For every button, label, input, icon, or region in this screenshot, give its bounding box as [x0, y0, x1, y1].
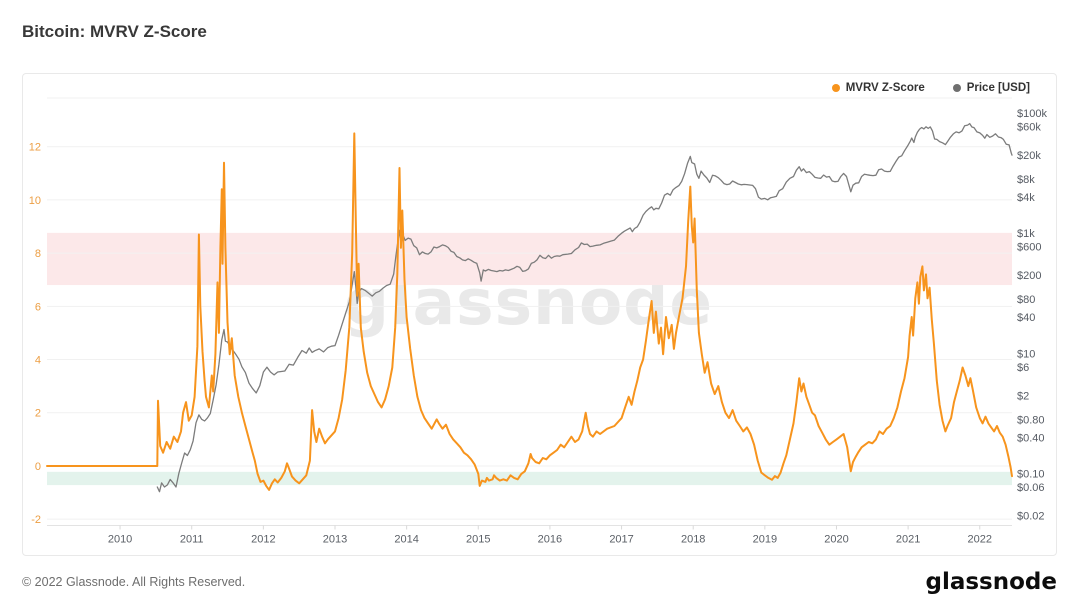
x-axis-tick-label: 2013: [323, 534, 347, 546]
x-axis-tick-label: 2011: [180, 534, 204, 546]
right-axis-tick-label: $600: [1017, 242, 1041, 254]
left-axis-tick-label: 10: [29, 195, 41, 207]
left-axis-tick-label: 12: [29, 142, 41, 154]
right-axis-tick-label: $60k: [1017, 121, 1041, 133]
x-axis-tick-label: 2014: [394, 534, 418, 546]
right-axis-tick-label: $200: [1017, 270, 1041, 282]
price-usd-dot-icon: [952, 84, 961, 92]
glassnode-logo: glassnode: [925, 569, 1058, 595]
chart-legend: MVRV Z-Score Price [USD]: [0, 82, 1030, 94]
bands-layer: [47, 232, 1012, 486]
right-axis-tick-label: $0.80: [1017, 414, 1045, 426]
series-line-price-usd-: [156, 122, 1013, 493]
legend-item-mvrv-zscore[interactable]: MVRV Z-Score: [831, 82, 925, 94]
right-axis-tick-label: $4k: [1017, 192, 1035, 204]
left-axis-tick-label: 0: [35, 461, 41, 473]
x-axis-tick-label: 2021: [896, 534, 920, 546]
copyright-text: © 2022 Glassnode. All Rights Reserved.: [22, 575, 246, 589]
x-axis-tick-label: 2019: [753, 534, 777, 546]
right-axis-tick-label: $0.02: [1017, 511, 1045, 523]
left-axis-tick-label: 8: [35, 248, 41, 260]
legend-label-price-usd: Price [USD]: [966, 82, 1030, 94]
right-axis-tick-label: $0.06: [1017, 482, 1045, 494]
right-axis-tick-label: $20k: [1017, 150, 1041, 162]
x-axis-tick-label: 2018: [681, 534, 705, 546]
mvrv-zscore-dot-icon: [831, 84, 840, 92]
x-axis-tick-label: 2017: [609, 534, 633, 546]
right-axis-tick-label: $80: [1017, 294, 1035, 306]
x-axis-tick-label: 2012: [251, 534, 275, 546]
left-axis-tick-label: 2: [35, 408, 41, 420]
right-axis-tick-label: $8k: [1017, 174, 1035, 186]
axes-layer: 12 10 8 6 4 2 0 -2 $100k$60k $20k $8k $4k $1k $600 $20…: [29, 108, 1048, 545]
right-axis-tick-label: $1k: [1017, 228, 1035, 240]
series-line-mvrv-z-score: [46, 132, 1013, 491]
right-axis-tick-label: $6: [1017, 362, 1029, 374]
right-axis-tick-label: $10: [1017, 348, 1035, 360]
right-axis-tick-label: $2: [1017, 390, 1029, 402]
right-axis-tick-label: $100k: [1017, 108, 1047, 120]
x-axis-tick-label: 2015: [466, 534, 490, 546]
right-axis-tick-label: $40: [1017, 312, 1035, 324]
page-title: Bitcoin: MVRV Z-Score: [22, 22, 207, 41]
right-axis-tick-label: $0.40: [1017, 432, 1045, 444]
x-axis-tick-label: 2010: [108, 534, 132, 546]
x-axis-tick-label: 2016: [538, 534, 562, 546]
left-axis-tick-label: -2: [31, 514, 41, 526]
left-axis-tick-label: 6: [35, 301, 41, 313]
left-axis-tick-label: 4: [35, 355, 41, 367]
right-axis-tick-label: $0.10: [1017, 469, 1045, 481]
legend-item-price-usd[interactable]: Price [USD]: [952, 82, 1030, 94]
undervalued-band: [47, 471, 1012, 486]
overvalued-band: [47, 232, 1012, 286]
legend-label-mvrv-zscore: MVRV Z-Score: [845, 82, 925, 94]
x-axis-tick-label: 2020: [824, 534, 848, 546]
x-axis-tick-label: 2022: [968, 534, 992, 546]
